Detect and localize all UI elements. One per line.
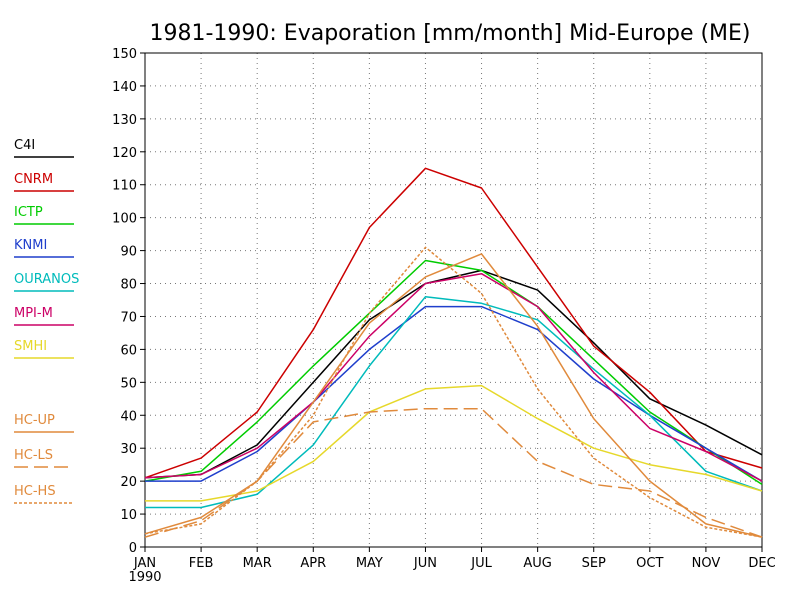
series-lines bbox=[144, 167, 763, 538]
x-tick-label: MAY bbox=[356, 556, 383, 571]
axes bbox=[144, 52, 763, 548]
legend-label-c4i: C4I bbox=[14, 138, 35, 153]
x-tick-label: JAN bbox=[133, 556, 156, 571]
chart-title: 1981-1990: Evaporation [mm/month] Mid-Eu… bbox=[149, 21, 750, 46]
x-tick-label: JUN bbox=[413, 556, 437, 571]
legend: C4I CNRM ICTP KNMI OURANOS MPI-M SMHI HC-UP HC-L… bbox=[14, 138, 79, 504]
x-tick-label: OCT bbox=[636, 556, 663, 571]
legend-label-mpi-m: MPI-M bbox=[14, 306, 53, 321]
y-tick-label: 140 bbox=[112, 80, 137, 95]
x-tick-label: AUG bbox=[523, 556, 551, 571]
series-line-mpi-m bbox=[144, 272, 763, 482]
x-tick-label: APR bbox=[300, 556, 326, 571]
y-tick-label: 80 bbox=[120, 278, 137, 293]
y-tick-label: 40 bbox=[120, 409, 137, 424]
legend-label-hc-hs: HC-HS bbox=[14, 484, 56, 499]
series-line-smhi bbox=[145, 384, 763, 502]
x-tick-label: FEB bbox=[189, 556, 214, 571]
y-tick-label: 60 bbox=[120, 343, 137, 358]
legend-label-smhi: SMHI bbox=[14, 339, 47, 354]
legend-label-hc-up: HC-UP bbox=[14, 413, 55, 428]
y-tick-label: 150 bbox=[112, 47, 137, 62]
x-tick-label: NOV bbox=[692, 556, 721, 571]
x-tick-label: MAR bbox=[243, 556, 272, 571]
x-tick-label: SEP bbox=[582, 556, 606, 571]
series-line-cnrm bbox=[144, 167, 763, 479]
y-tick-label: 50 bbox=[120, 376, 137, 391]
legend-label-hc-ls: HC-LS bbox=[14, 448, 53, 463]
series-line-ouranos bbox=[145, 295, 763, 509]
series-line-hc-hs bbox=[144, 246, 763, 538]
y-tick-label: 30 bbox=[120, 442, 137, 457]
y-tick-label: 100 bbox=[112, 212, 137, 227]
plot-frame bbox=[144, 52, 763, 548]
y-tick-label: 10 bbox=[120, 508, 137, 523]
series-line-knmi bbox=[145, 305, 763, 482]
y-tick-label: 90 bbox=[120, 245, 137, 260]
ticks: 0 10 20 30 40 50 60 70 80 90 100 110 120 130 140 150 JAN… bbox=[112, 47, 775, 585]
y-tick-label: 20 bbox=[120, 475, 137, 490]
series-line-hc-up bbox=[144, 253, 763, 538]
series-line-c4i bbox=[144, 269, 763, 479]
y-tick-label: 0 bbox=[129, 541, 137, 556]
legend-label-ouranos: OURANOS bbox=[14, 272, 79, 287]
legend-label-ictp: ICTP bbox=[14, 205, 43, 220]
y-tick-label: 130 bbox=[112, 113, 137, 128]
legend-label-cnrm: CNRM bbox=[14, 172, 53, 187]
x-tick-label: DEC bbox=[748, 556, 775, 571]
y-tick-label: 120 bbox=[112, 146, 137, 161]
legend-label-knmi: KNMI bbox=[14, 238, 47, 253]
y-tick-label: 70 bbox=[120, 310, 137, 325]
x-tick-label: JUL bbox=[470, 556, 492, 571]
series-line-hc-ls bbox=[144, 407, 763, 538]
series-line-ictp bbox=[144, 259, 763, 486]
y-tick-label: 110 bbox=[112, 179, 137, 194]
x-year-label: 1990 bbox=[128, 570, 161, 585]
